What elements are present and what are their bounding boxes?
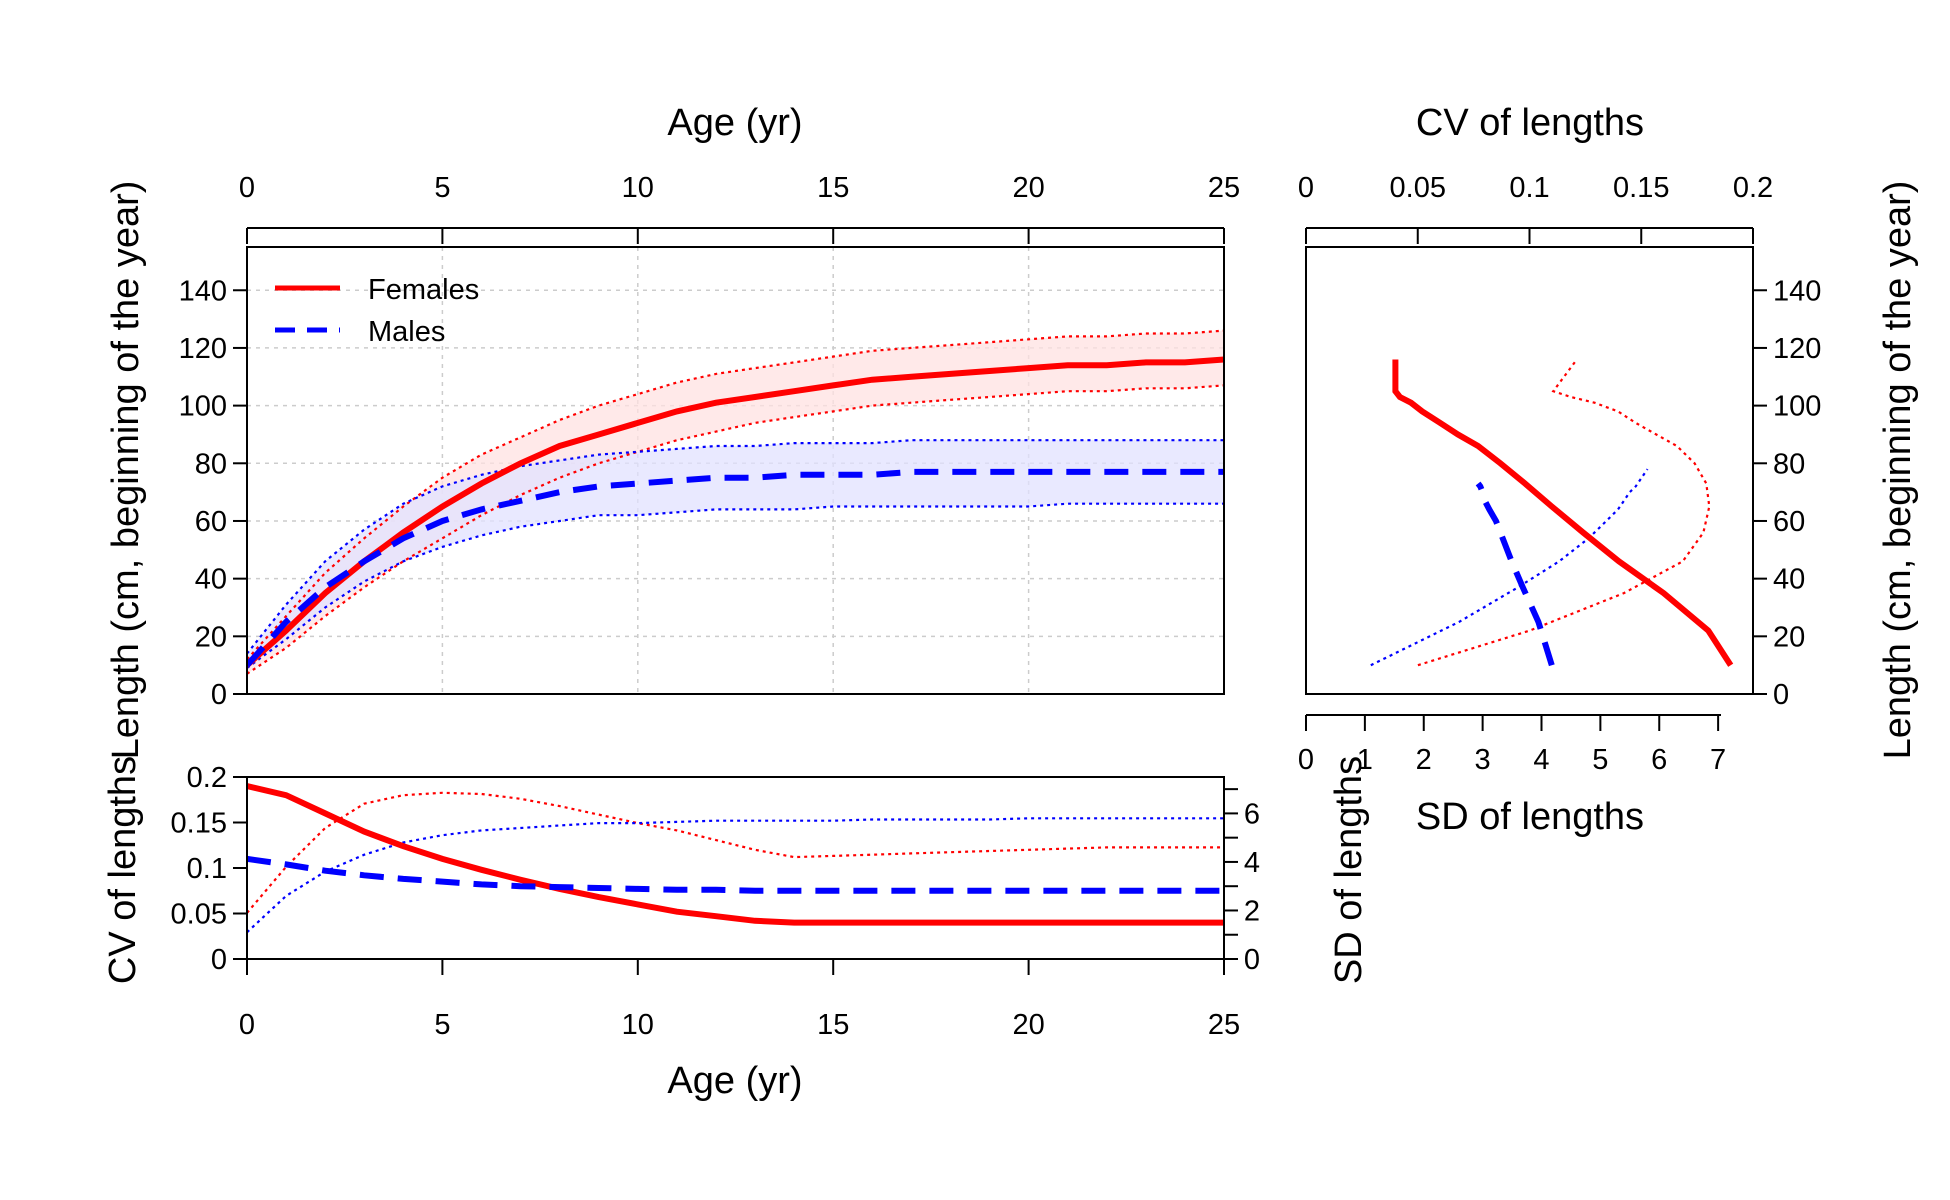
growth-y-tick-label: 100 <box>179 391 227 423</box>
female-mean-length-line <box>247 356 1224 668</box>
cv-length-y-tick-label: 20 <box>1773 621 1805 653</box>
growth-y-ticks: 0 20 40 60 80 100 120 140 <box>179 275 247 711</box>
cv-length-y-tick-label: 120 <box>1773 333 1821 365</box>
cv-length-right-y-ticks: 0 20 40 60 80 100 120 140 <box>1753 275 1821 711</box>
cv-length-y-tick-label: 40 <box>1773 564 1805 596</box>
cv-age-x-tick-label: 25 <box>1208 1009 1240 1041</box>
cv-length-lines <box>1370 358 1734 667</box>
female-sd-by-age-line <box>247 791 1224 914</box>
cv-age-x-tick-label: 5 <box>434 1009 450 1041</box>
cv-length-bottom-tick-label: 7 <box>1710 744 1726 776</box>
cv-length-bottom-tick-label: 5 <box>1592 744 1608 776</box>
male-upper-interval-line <box>247 439 1224 655</box>
cv-length-y-tick-label: 100 <box>1773 391 1821 423</box>
cv-age-panel: 0 5 10 15 20 25 0 0.05 0.1 0.15 0.2 0 2 4 6 Age (yr)… <box>102 756 1370 1102</box>
male-cv-by-age-line <box>247 855 1224 894</box>
growth-x-tick-label: 15 <box>817 172 849 204</box>
male-cv-by-length-line <box>1475 481 1555 667</box>
cv-length-top-tick-label: 0.05 <box>1390 172 1446 204</box>
cv-length-panel: 0 0.05 0.1 0.15 0.2 0 1 2 3 4 5 6 7 0 20 40 60 80 100 120… <box>1298 102 1919 838</box>
cv-age-left-tick-label: 0 <box>211 944 227 976</box>
growth-x-tick-label: 25 <box>1208 172 1240 204</box>
cv-age-plot-frame <box>246 776 1225 960</box>
growth-x-tick-label: 10 <box>622 172 654 204</box>
growth-y-tick-label: 60 <box>195 506 227 538</box>
cv-age-x-tick-label: 15 <box>817 1009 849 1041</box>
growth-plot-frame <box>246 246 1225 695</box>
legend-female-label: Females <box>368 274 479 306</box>
male-lower-interval-line <box>247 502 1224 669</box>
male-sd-by-age-line <box>247 817 1224 934</box>
growth-panel: 0 5 10 15 20 25 0 20 40 60 80 100 120 140 Age (yr) L… <box>105 102 1240 759</box>
cv-age-x-ticks: 0 5 10 15 20 25 <box>239 959 1240 1041</box>
cv-length-y-tick-label: 140 <box>1773 275 1821 307</box>
growth-y-tick-label: 40 <box>195 564 227 596</box>
growth-x-axis-title: Age (yr) <box>667 102 802 144</box>
cv-age-x-tick-label: 20 <box>1012 1009 1044 1041</box>
cv-age-left-tick-label: 0.15 <box>171 808 227 840</box>
cv-age-right-tick-label: 4 <box>1244 847 1260 879</box>
cv-age-x-tick-label: 10 <box>622 1009 654 1041</box>
cv-age-right-y-ticks: 0 2 4 6 <box>1224 788 1260 976</box>
cv-length-bottom-x-ticks: 0 1 2 3 4 5 6 7 <box>1298 715 1726 776</box>
cv-length-bottom-tick-label: 3 <box>1475 744 1491 776</box>
cv-age-lines <box>247 783 1224 934</box>
growth-x-tick-label: 20 <box>1012 172 1044 204</box>
cv-age-left-tick-label: 0.2 <box>187 762 227 794</box>
cv-length-bottom-tick-label: 2 <box>1416 744 1432 776</box>
cv-age-right-tick-label: 0 <box>1244 944 1260 976</box>
growth-top-x-ticks: 0 5 10 15 20 25 <box>239 172 1240 244</box>
cv-length-top-x-ticks: 0 0.05 0.1 0.15 0.2 <box>1298 172 1773 244</box>
cv-length-bottom-tick-label: 4 <box>1533 744 1549 776</box>
growth-y-tick-label: 20 <box>195 621 227 653</box>
male-sd-by-length-line <box>1370 468 1649 667</box>
cv-length-top-tick-label: 0.2 <box>1733 172 1773 204</box>
cv-length-top-axis-title: CV of lengths <box>1416 102 1644 144</box>
growth-x-tick-label: 0 <box>239 172 255 204</box>
cv-length-bottom-tick-label: 0 <box>1298 744 1314 776</box>
cv-age-x-axis-title: Age (yr) <box>667 1060 802 1102</box>
cv-age-right-axis-title: SD of lengths <box>1328 756 1370 984</box>
growth-y-axis-title: Length (cm, beginning of the year) <box>105 181 147 760</box>
cv-length-right-axis-title: Length (cm, beginning of the year) <box>1877 181 1919 760</box>
growth-bands <box>247 330 1224 674</box>
cv-length-bottom-tick-label: 1 <box>1357 744 1373 776</box>
cv-length-top-tick-label: 0 <box>1298 172 1314 204</box>
growth-y-tick-label: 80 <box>195 448 227 480</box>
growth-y-tick-label: 120 <box>179 333 227 365</box>
cv-length-bottom-tick-label: 6 <box>1651 744 1667 776</box>
cv-length-bottom-axis-title: SD of lengths <box>1416 796 1644 838</box>
cv-age-left-axis-title: CV of lengths <box>102 756 144 984</box>
female-lower-interval-line <box>247 384 1224 675</box>
growth-y-tick-label: 0 <box>211 679 227 711</box>
cv-length-top-tick-label: 0.1 <box>1509 172 1549 204</box>
legend-male-label: Males <box>368 316 445 348</box>
cv-age-left-tick-label: 0.1 <box>187 853 227 885</box>
female-cv-by-length-line <box>1392 359 1734 667</box>
female-sd-by-length-line <box>1417 358 1711 667</box>
growth-x-tick-label: 5 <box>434 172 450 204</box>
cv-age-right-tick-label: 2 <box>1244 895 1260 927</box>
cv-length-y-tick-label: 0 <box>1773 679 1789 711</box>
male-length-interval-band <box>247 440 1224 668</box>
cv-age-right-tick-label: 6 <box>1244 798 1260 830</box>
cv-length-top-tick-label: 0.15 <box>1613 172 1669 204</box>
cv-age-left-tick-label: 0.05 <box>171 899 227 931</box>
cv-length-plot-frame <box>1305 246 1754 695</box>
cv-length-y-tick-label: 60 <box>1773 506 1805 538</box>
cv-age-left-y-ticks: 0 0.05 0.1 0.15 0.2 <box>171 762 247 976</box>
female-cv-by-age-line <box>247 783 1224 926</box>
cv-length-y-tick-label: 80 <box>1773 448 1805 480</box>
growth-y-tick-label: 140 <box>179 275 227 307</box>
cv-age-x-tick-label: 0 <box>239 1009 255 1041</box>
legend: Females Males <box>275 274 479 348</box>
growth-lines <box>247 329 1224 675</box>
male-mean-length-line <box>247 468 1224 668</box>
female-upper-interval-line <box>247 329 1224 661</box>
